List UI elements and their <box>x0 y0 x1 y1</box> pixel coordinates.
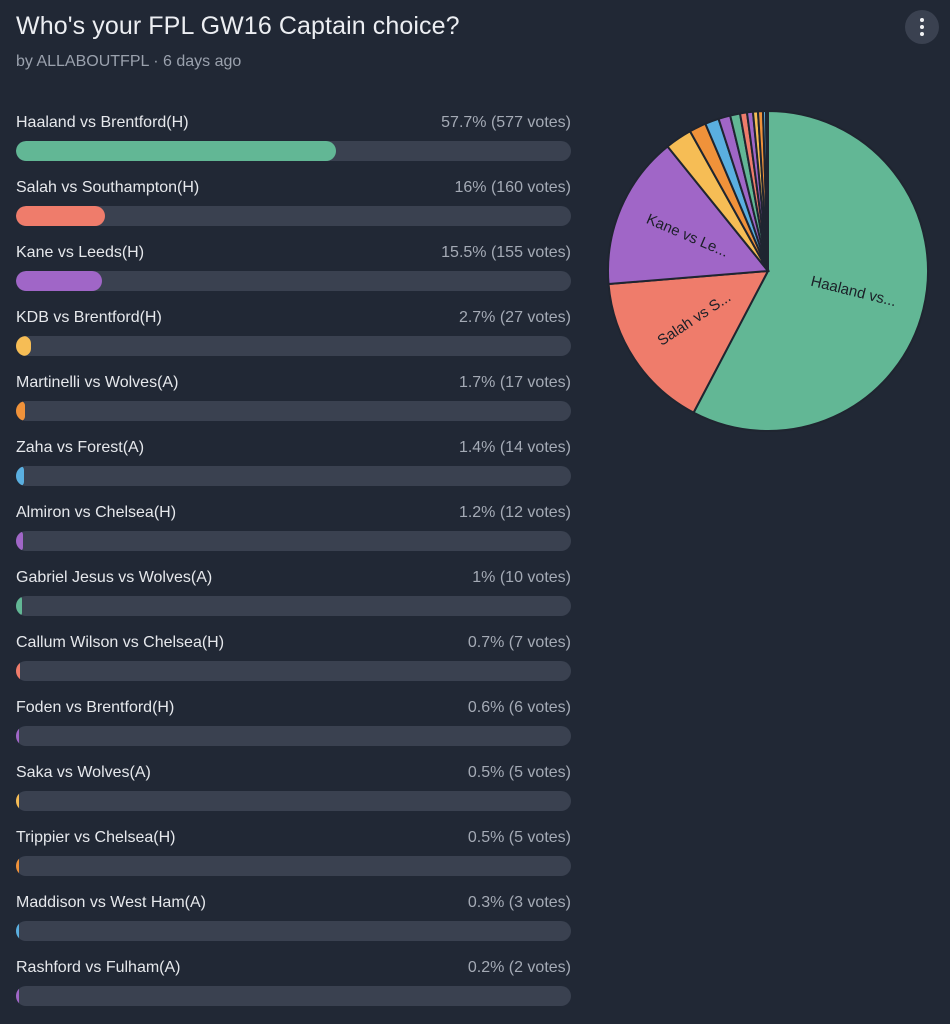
pie-slice[interactable] <box>607 145 770 286</box>
option-label: Martinelli vs Wolves(A) <box>16 374 179 391</box>
option-label: Saka vs Wolves(A) <box>16 764 151 781</box>
poll-option[interactable]: KDB vs Brentford(H) 2.7% (27 votes) <box>16 305 571 370</box>
option-bar-track <box>16 856 571 876</box>
poll-byline: by ALLABOUTFPL · 6 days ago <box>16 53 242 70</box>
option-bar-fill <box>16 856 19 876</box>
option-bar-fill <box>16 791 19 811</box>
poll-option[interactable]: Haaland vs Brentford(H) 57.7% (577 votes) <box>16 110 571 175</box>
poll-options-list: Haaland vs Brentford(H) 57.7% (577 votes)… <box>16 110 571 1020</box>
option-bar-fill <box>16 401 26 421</box>
pie-slice[interactable] <box>692 109 929 432</box>
option-bar-fill <box>16 661 20 681</box>
option-label: KDB vs Brentford(H) <box>16 309 162 326</box>
option-label: Foden vs Brentford(H) <box>16 699 175 716</box>
option-bar-fill <box>16 921 19 941</box>
option-label: Almiron vs Chelsea(H) <box>16 504 177 521</box>
option-bar-track <box>16 206 571 226</box>
more-options-button[interactable] <box>905 10 939 44</box>
option-bar-fill <box>16 206 105 226</box>
more-vertical-icon-dot <box>920 32 924 36</box>
poll-option[interactable]: Martinelli vs Wolves(A) 1.7% (17 votes) <box>16 370 571 435</box>
poll-option[interactable]: Gabriel Jesus vs Wolves(A) 1% (10 votes) <box>16 565 571 630</box>
option-stat: 1.7% (17 votes) <box>458 374 571 391</box>
poll-option[interactable]: Trippier vs Chelsea(H) 0.5% (5 votes) <box>16 825 571 890</box>
option-bar-track <box>16 921 571 941</box>
option-bar-track <box>16 986 571 1006</box>
poll-title: Who's your FPL GW16 Captain choice? <box>16 12 460 40</box>
option-bar-fill <box>16 986 19 1006</box>
option-bar-track <box>16 336 571 356</box>
option-label: Trippier vs Chelsea(H) <box>16 829 176 846</box>
poll-option[interactable]: Rashford vs Fulham(A) 0.2% (2 votes) <box>16 955 571 1020</box>
option-bar-fill <box>16 466 24 486</box>
option-label: Maddison vs West Ham(A) <box>16 894 206 911</box>
option-bar-fill <box>16 141 337 161</box>
poll-option[interactable]: Zaha vs Forest(A) 1.4% (14 votes) <box>16 435 571 500</box>
more-vertical-icon-dot <box>920 25 924 29</box>
poll-option[interactable]: Kane vs Leeds(H) 15.5% (155 votes) <box>16 240 571 305</box>
pie-slice[interactable] <box>607 269 770 414</box>
poll-option[interactable]: Salah vs Southampton(H) 16% (160 votes) <box>16 175 571 240</box>
option-label: Rashford vs Fulham(A) <box>16 959 181 976</box>
option-bar-track <box>16 401 571 421</box>
option-bar-track <box>16 141 571 161</box>
option-stat: 1.2% (12 votes) <box>458 504 571 521</box>
option-bar-fill <box>16 336 31 356</box>
option-label: Gabriel Jesus vs Wolves(A) <box>16 569 213 586</box>
option-label: Zaha vs Forest(A) <box>16 439 145 456</box>
option-stat: 0.7% (7 votes) <box>467 634 571 651</box>
option-bar-fill <box>16 726 20 746</box>
option-stat: 0.5% (5 votes) <box>467 829 571 846</box>
option-stat: 0.2% (2 votes) <box>467 959 571 976</box>
poll-option[interactable]: Saka vs Wolves(A) 0.5% (5 votes) <box>16 760 571 825</box>
option-bar-track <box>16 726 571 746</box>
option-label: Callum Wilson vs Chelsea(H) <box>16 634 225 651</box>
option-bar-track <box>16 596 571 616</box>
option-stat: 1% (10 votes) <box>472 569 571 586</box>
poll-option[interactable]: Maddison vs West Ham(A) 0.3% (3 votes) <box>16 890 571 955</box>
option-stat: 1.4% (14 votes) <box>458 439 571 456</box>
option-bar-track <box>16 791 571 811</box>
option-stat: 0.3% (3 votes) <box>467 894 571 911</box>
option-bar-fill <box>16 531 23 551</box>
poll-option[interactable]: Almiron vs Chelsea(H) 1.2% (12 votes) <box>16 500 571 565</box>
option-label: Haaland vs Brentford(H) <box>16 114 189 131</box>
option-stat: 0.6% (6 votes) <box>467 699 571 716</box>
option-stat: 16% (160 votes) <box>454 179 571 196</box>
option-stat: 15.5% (155 votes) <box>441 244 571 261</box>
option-bar-fill <box>16 596 22 616</box>
poll-option[interactable]: Foden vs Brentford(H) 0.6% (6 votes) <box>16 695 571 760</box>
pie-chart: Haaland vs... Salah vs S... Kane vs Le... <box>600 104 940 444</box>
option-label: Kane vs Leeds(H) <box>16 244 145 261</box>
option-stat: 0.5% (5 votes) <box>467 764 571 781</box>
poll-option[interactable]: Callum Wilson vs Chelsea(H) 0.7% (7 votes… <box>16 630 571 695</box>
option-label: Salah vs Southampton(H) <box>16 179 200 196</box>
more-vertical-icon <box>920 18 924 22</box>
option-bar-track <box>16 466 571 486</box>
option-bar-fill <box>16 271 103 291</box>
option-bar-track <box>16 531 571 551</box>
pie-slice[interactable] <box>764 109 769 272</box>
option-stat: 57.7% (577 votes) <box>441 114 571 131</box>
pie-chart-svg: Haaland vs...Salah vs S...Kane vs Le... <box>607 109 929 432</box>
option-bar-track <box>16 661 571 681</box>
option-stat: 2.7% (27 votes) <box>458 309 571 326</box>
option-bar-track <box>16 271 571 291</box>
